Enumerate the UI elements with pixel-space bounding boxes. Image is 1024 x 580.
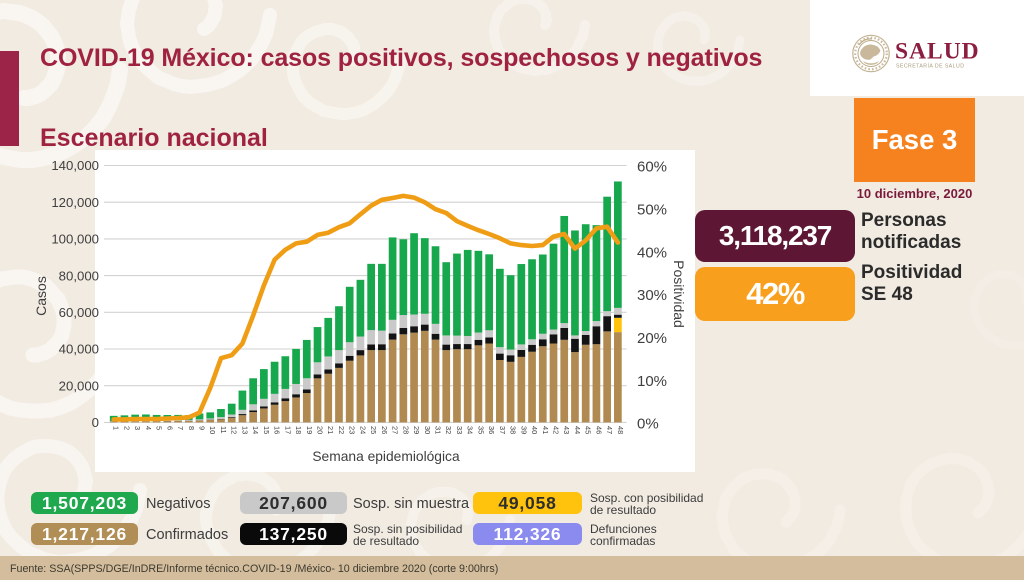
svg-text:8: 8	[187, 426, 196, 430]
svg-text:31: 31	[434, 426, 443, 434]
svg-text:140,000: 140,000	[51, 158, 99, 173]
svg-text:26: 26	[380, 426, 389, 434]
svg-text:0%: 0%	[637, 416, 659, 433]
svg-text:4: 4	[144, 426, 153, 430]
svg-text:5: 5	[155, 426, 164, 430]
svg-text:29: 29	[412, 426, 421, 434]
svg-text:10: 10	[208, 426, 217, 434]
svg-text:22: 22	[337, 426, 346, 434]
svg-text:1: 1	[112, 426, 121, 430]
svg-text:14: 14	[251, 426, 260, 434]
svg-text:17: 17	[283, 426, 292, 434]
svg-text:46: 46	[594, 426, 603, 434]
svg-text:80,000: 80,000	[59, 268, 99, 283]
svg-text:45: 45	[584, 426, 593, 434]
svg-text:40: 40	[530, 426, 539, 434]
svg-text:20: 20	[316, 426, 325, 434]
svg-text:3: 3	[133, 426, 142, 430]
svg-text:10%: 10%	[637, 373, 667, 390]
svg-text:16: 16	[273, 426, 282, 434]
svg-text:35: 35	[476, 426, 485, 434]
svg-text:24: 24	[358, 426, 367, 434]
svg-text:42: 42	[552, 426, 561, 434]
svg-text:11: 11	[219, 426, 228, 434]
svg-text:23: 23	[348, 426, 357, 434]
svg-text:12: 12	[230, 426, 239, 434]
svg-text:41: 41	[541, 426, 550, 434]
svg-text:50%: 50%	[637, 202, 667, 219]
svg-text:100,000: 100,000	[51, 232, 99, 247]
svg-text:15: 15	[262, 426, 271, 434]
svg-text:SALUD: SALUD	[895, 39, 980, 65]
svg-text:6: 6	[165, 426, 174, 430]
svg-text:7: 7	[176, 426, 185, 430]
svg-text:0: 0	[92, 415, 99, 430]
svg-text:40%: 40%	[637, 244, 667, 261]
svg-text:SECRETARÍA DE SALUD: SECRETARÍA DE SALUD	[896, 63, 964, 70]
svg-text:19: 19	[305, 426, 314, 434]
svg-text:44: 44	[573, 426, 582, 434]
svg-text:Semana epidemiológica: Semana epidemiológica	[312, 449, 460, 464]
svg-text:30%: 30%	[637, 287, 667, 304]
svg-text:43: 43	[562, 426, 571, 434]
svg-text:20,000: 20,000	[59, 378, 99, 393]
svg-text:36: 36	[487, 426, 496, 434]
svg-text:37: 37	[498, 426, 507, 434]
svg-text:18: 18	[294, 426, 303, 434]
svg-text:48: 48	[616, 426, 625, 434]
svg-text:120,000: 120,000	[51, 195, 99, 210]
svg-text:40,000: 40,000	[59, 342, 99, 357]
svg-text:13: 13	[240, 426, 249, 434]
svg-text:2: 2	[122, 426, 131, 430]
svg-text:9: 9	[198, 426, 207, 430]
svg-text:21: 21	[326, 426, 335, 434]
svg-text:60%: 60%	[637, 159, 667, 176]
svg-text:47: 47	[605, 426, 614, 434]
svg-text:38: 38	[509, 426, 518, 434]
svg-text:Casos: Casos	[33, 276, 49, 316]
svg-text:39: 39	[519, 426, 528, 434]
svg-text:32: 32	[444, 426, 453, 434]
svg-text:Positividad: Positividad	[671, 260, 687, 328]
svg-text:20%: 20%	[637, 330, 667, 347]
svg-text:60,000: 60,000	[59, 305, 99, 320]
svg-text:30: 30	[423, 426, 432, 434]
svg-text:33: 33	[455, 426, 464, 434]
svg-text:27: 27	[391, 426, 400, 434]
svg-text:28: 28	[401, 426, 410, 434]
svg-text:34: 34	[466, 426, 475, 434]
svg-text:25: 25	[369, 426, 378, 434]
